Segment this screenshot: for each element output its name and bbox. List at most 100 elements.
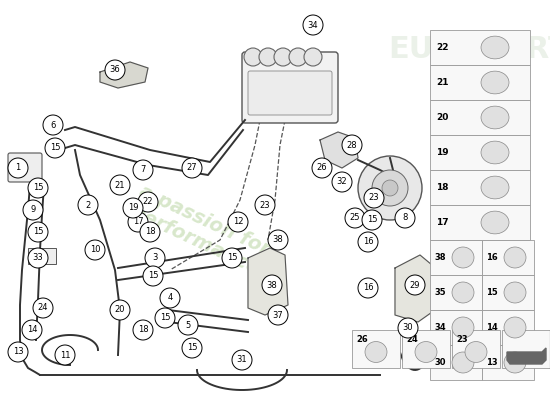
- Text: 29: 29: [410, 280, 420, 290]
- Ellipse shape: [365, 342, 387, 362]
- Text: 30: 30: [403, 324, 413, 332]
- Ellipse shape: [504, 352, 526, 373]
- Circle shape: [289, 48, 307, 66]
- Text: 34: 34: [434, 323, 446, 332]
- Text: 15: 15: [33, 184, 43, 192]
- Circle shape: [304, 48, 322, 66]
- Ellipse shape: [481, 211, 509, 234]
- Text: 16: 16: [362, 238, 373, 246]
- Text: 23: 23: [456, 335, 468, 344]
- Circle shape: [55, 345, 75, 365]
- Text: 36: 36: [109, 66, 120, 74]
- Text: 16: 16: [362, 284, 373, 292]
- Ellipse shape: [452, 317, 474, 338]
- Bar: [482, 345, 534, 380]
- Text: 4: 4: [167, 294, 173, 302]
- Text: 26: 26: [356, 335, 368, 344]
- Ellipse shape: [504, 282, 526, 303]
- Text: 9: 9: [30, 206, 36, 214]
- FancyBboxPatch shape: [8, 153, 42, 182]
- Ellipse shape: [415, 342, 437, 362]
- Text: 25: 25: [350, 214, 360, 222]
- Circle shape: [244, 48, 262, 66]
- Circle shape: [8, 342, 28, 362]
- Text: 26: 26: [317, 164, 327, 172]
- Circle shape: [23, 200, 43, 220]
- Text: 18: 18: [138, 326, 148, 334]
- Circle shape: [8, 158, 28, 178]
- Circle shape: [364, 188, 384, 208]
- Text: 23: 23: [260, 200, 270, 210]
- Text: 17: 17: [133, 218, 144, 226]
- Circle shape: [143, 266, 163, 286]
- Circle shape: [133, 160, 153, 180]
- Circle shape: [405, 275, 425, 295]
- Text: 13: 13: [486, 358, 498, 367]
- Text: 19: 19: [128, 204, 138, 212]
- Text: 15: 15: [33, 228, 43, 236]
- Bar: [482, 275, 534, 310]
- Text: 35: 35: [434, 288, 446, 297]
- Text: 17: 17: [436, 218, 449, 227]
- Bar: [430, 65, 530, 100]
- Text: 38: 38: [273, 236, 283, 244]
- Polygon shape: [248, 248, 288, 315]
- Text: 14: 14: [27, 326, 37, 334]
- Circle shape: [312, 158, 332, 178]
- Ellipse shape: [504, 317, 526, 338]
- Text: 15: 15: [367, 216, 377, 224]
- FancyBboxPatch shape: [248, 71, 332, 115]
- Text: 20: 20: [436, 113, 448, 122]
- Bar: [430, 205, 530, 240]
- Circle shape: [43, 115, 63, 135]
- Text: 23: 23: [368, 194, 379, 202]
- Text: 15: 15: [50, 144, 60, 152]
- Text: 37: 37: [273, 310, 283, 320]
- Bar: [430, 135, 530, 170]
- Polygon shape: [395, 255, 435, 322]
- Bar: [352, 330, 400, 368]
- Circle shape: [33, 298, 53, 318]
- Circle shape: [110, 300, 130, 320]
- Text: 12: 12: [233, 218, 243, 226]
- Bar: [402, 330, 450, 368]
- Text: 18: 18: [436, 183, 448, 192]
- Circle shape: [28, 248, 48, 268]
- Text: 22: 22: [143, 198, 153, 206]
- Circle shape: [45, 138, 65, 158]
- Circle shape: [345, 208, 365, 228]
- Ellipse shape: [452, 247, 474, 268]
- Text: 38: 38: [434, 253, 446, 262]
- Circle shape: [255, 195, 275, 215]
- Circle shape: [128, 212, 148, 232]
- Text: 5: 5: [185, 320, 191, 330]
- Text: 20: 20: [115, 306, 125, 314]
- Ellipse shape: [465, 342, 487, 362]
- Ellipse shape: [481, 71, 509, 94]
- Text: 11: 11: [60, 350, 70, 360]
- Bar: [430, 345, 482, 380]
- Text: 3: 3: [152, 254, 158, 262]
- Circle shape: [123, 198, 143, 218]
- Circle shape: [155, 308, 175, 328]
- Text: 27: 27: [186, 164, 197, 172]
- Circle shape: [342, 135, 362, 155]
- Text: 19: 19: [436, 148, 449, 157]
- Circle shape: [274, 48, 292, 66]
- Text: 38: 38: [267, 280, 277, 290]
- Ellipse shape: [481, 176, 509, 199]
- Circle shape: [303, 15, 323, 35]
- Circle shape: [372, 170, 408, 206]
- Text: 13: 13: [13, 348, 23, 356]
- Ellipse shape: [452, 352, 474, 373]
- Bar: [452, 330, 500, 368]
- Bar: [430, 275, 482, 310]
- Circle shape: [228, 212, 248, 232]
- Ellipse shape: [481, 106, 509, 129]
- Circle shape: [358, 232, 378, 252]
- Bar: [430, 170, 530, 205]
- Bar: [28, 248, 56, 264]
- Circle shape: [182, 338, 202, 358]
- Bar: [430, 100, 530, 135]
- Circle shape: [160, 288, 180, 308]
